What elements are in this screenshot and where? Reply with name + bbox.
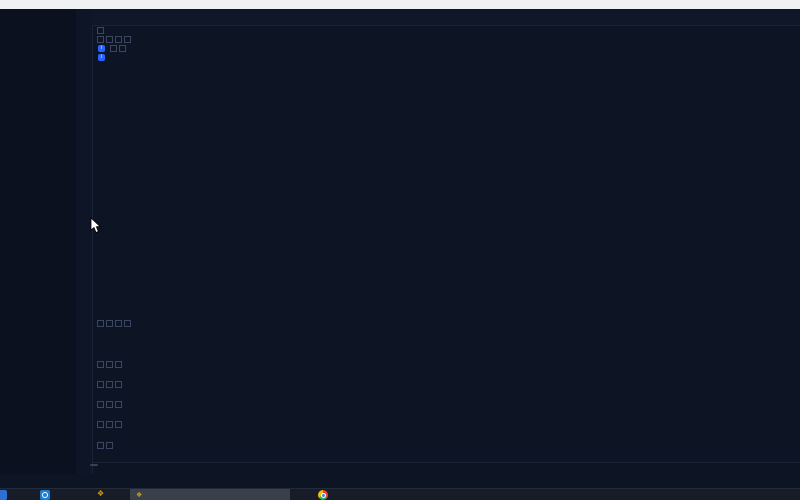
chart-toolbar bbox=[92, 9, 800, 26]
legend-settings-icon[interactable] bbox=[106, 36, 113, 43]
legend-settings-icon[interactable] bbox=[106, 320, 113, 327]
legend-eye-icon[interactable] bbox=[97, 401, 104, 408]
taskbar-partial-icon[interactable] bbox=[0, 490, 7, 500]
legend-eye-icon[interactable] bbox=[97, 442, 104, 449]
legend-more-icon[interactable] bbox=[124, 320, 131, 327]
legend-settings-icon[interactable] bbox=[118, 45, 126, 52]
legend-settings-icon[interactable] bbox=[106, 442, 113, 449]
legend-close-icon[interactable] bbox=[115, 381, 122, 388]
legend-more-icon[interactable] bbox=[124, 36, 131, 43]
vol-legend[interactable] bbox=[96, 442, 114, 449]
upvr-legend[interactable]: i bbox=[96, 54, 107, 61]
watchlist-tab-row bbox=[0, 12, 76, 26]
legend-close-icon[interactable] bbox=[115, 320, 122, 327]
main-chart-canvas[interactable] bbox=[92, 25, 800, 462]
legend-close-icon[interactable] bbox=[115, 361, 122, 368]
taskbar-chrome-icon[interactable] bbox=[318, 490, 328, 500]
kdj-legend[interactable] bbox=[96, 361, 123, 368]
legend-close-icon[interactable] bbox=[115, 36, 122, 43]
legend-eye-icon[interactable] bbox=[97, 421, 104, 428]
legend-close-icon[interactable] bbox=[115, 401, 122, 408]
ohlc-legend[interactable] bbox=[96, 27, 112, 34]
nswr-legend[interactable] bbox=[96, 401, 123, 408]
mouse-cursor bbox=[90, 218, 101, 234]
legend-eye-icon[interactable] bbox=[97, 381, 104, 388]
time-axis[interactable] bbox=[90, 462, 800, 475]
os-taskbar: ❖ ❖ bbox=[0, 488, 800, 500]
legend-settings-icon[interactable] bbox=[106, 421, 113, 428]
legend-settings-icon[interactable] bbox=[106, 401, 113, 408]
boll-legend[interactable]: i bbox=[96, 45, 127, 52]
legend-eye-icon[interactable] bbox=[109, 45, 117, 52]
legend-eye-icon[interactable] bbox=[97, 320, 104, 327]
drawing-toolbar bbox=[76, 9, 93, 474]
legend-settings-icon[interactable] bbox=[106, 361, 113, 368]
legend-close-icon[interactable] bbox=[115, 421, 122, 428]
app-diamond-icon: ❖ bbox=[136, 492, 143, 499]
legend-eye-icon[interactable] bbox=[97, 361, 104, 368]
watchlist-panel bbox=[0, 9, 77, 474]
upvr-badge-icon: i bbox=[98, 54, 105, 61]
taskbar-app-icon[interactable]: ❖ bbox=[97, 489, 105, 498]
boll-badge-icon: i bbox=[98, 45, 105, 52]
ema-legend[interactable] bbox=[96, 36, 137, 43]
taskbar-active-app[interactable]: ❖ bbox=[130, 489, 290, 500]
crosshair-date-label bbox=[90, 463, 98, 466]
watchlist-header bbox=[0, 44, 76, 54]
legend-settings-icon[interactable] bbox=[106, 381, 113, 388]
obcd-legend[interactable] bbox=[96, 421, 123, 428]
legend-eye-icon[interactable] bbox=[97, 36, 104, 43]
legend-checkbox-icon[interactable] bbox=[97, 27, 104, 34]
cci-legend[interactable] bbox=[96, 381, 123, 388]
taskbar-browser-icon[interactable] bbox=[40, 490, 50, 500]
macd-legend[interactable] bbox=[96, 320, 132, 327]
